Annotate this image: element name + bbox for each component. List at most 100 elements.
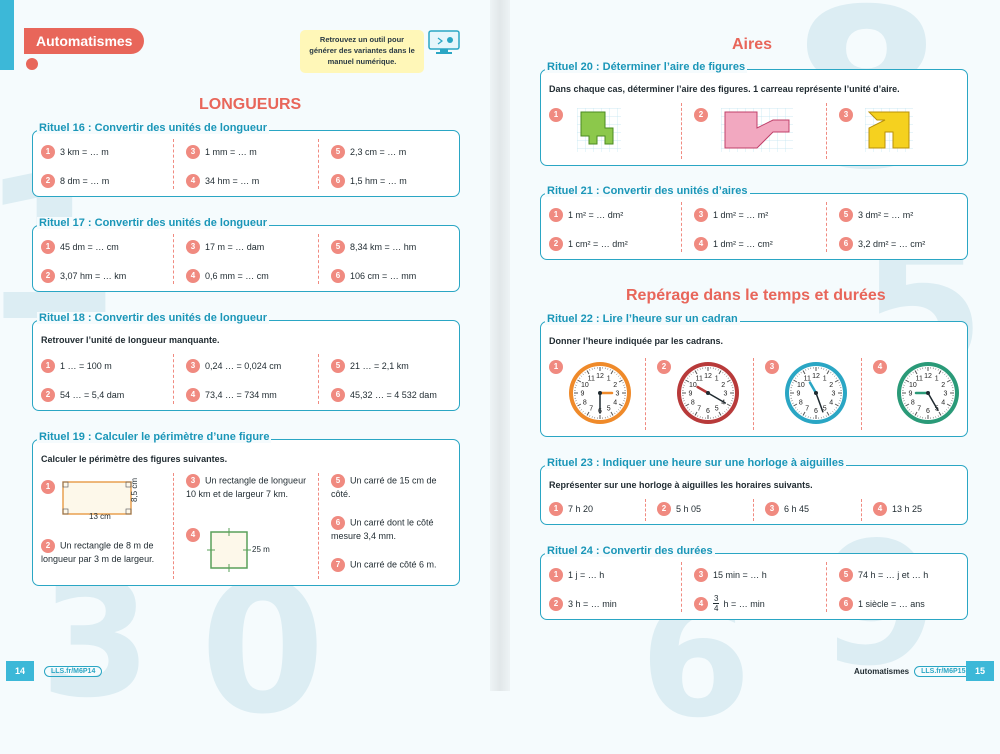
rituel-19: Rituel 19 : Calculer le périmètre d’une … (32, 439, 460, 586)
exercise-item: 3 (765, 360, 784, 374)
section-title-temps: Repérage dans le temps et durées (626, 287, 886, 305)
svg-text:11: 11 (696, 375, 703, 382)
computer-icon[interactable] (428, 30, 460, 56)
rituel-18: Rituel 18 : Convertir des unités de long… (32, 320, 460, 411)
rituel-16: Rituel 16 : Convertir des unités de long… (32, 130, 460, 197)
svg-text:11: 11 (804, 375, 811, 382)
divider (753, 499, 754, 521)
svg-text:8: 8 (799, 399, 803, 406)
divider (173, 473, 174, 579)
page-number-left: 14 (6, 661, 34, 681)
rituel-title: Rituel 22 : Lire l’heure sur un cadran (545, 313, 740, 325)
divider (826, 202, 827, 252)
svg-text:8: 8 (583, 399, 587, 406)
svg-text:8: 8 (911, 399, 915, 406)
svg-text:4: 4 (829, 399, 833, 406)
exercise-item: 2 (694, 108, 713, 122)
fig1-width-label: 13 cm (89, 511, 111, 522)
rituel-22: Rituel 22 : Lire l’heure sur un cadran D… (540, 321, 968, 437)
exercise-item: 4 (186, 528, 205, 542)
svg-text:7: 7 (697, 406, 701, 413)
exercise-item: 1 (549, 108, 568, 122)
svg-text:9: 9 (581, 391, 585, 398)
rituel-title: Rituel 16 : Convertir des unités de long… (37, 122, 269, 134)
footer-left: LLS.fr/M6P14 (44, 666, 102, 677)
divider (173, 139, 174, 189)
divider (753, 358, 754, 430)
svg-text:8: 8 (691, 399, 695, 406)
svg-text:1: 1 (715, 375, 719, 382)
corner-dot (26, 58, 38, 70)
instruction: Dans chaque cas, déterminer l’aire des f… (549, 84, 900, 94)
svg-text:5: 5 (715, 406, 719, 413)
footer-right: Automatismes LLS.fr/M6P15 (854, 666, 972, 677)
svg-text:4: 4 (613, 399, 617, 406)
divider (173, 354, 174, 404)
section-title-longueurs: LONGUEURS (199, 96, 301, 114)
divider (318, 139, 319, 189)
svg-text:10: 10 (797, 382, 805, 389)
svg-text:10: 10 (581, 382, 589, 389)
exercise-item: 4 (873, 360, 892, 374)
divider (318, 354, 319, 404)
svg-text:12: 12 (704, 373, 712, 380)
square-figure (207, 528, 253, 574)
svg-text:6: 6 (814, 408, 818, 415)
svg-text:5: 5 (607, 406, 611, 413)
footer-link-left[interactable]: LLS.fr/M6P14 (44, 666, 102, 677)
svg-text:3: 3 (724, 391, 728, 398)
exercise-item: 4 3 4 h = … min (694, 594, 765, 613)
svg-text:10: 10 (909, 382, 917, 389)
svg-text:9: 9 (689, 391, 693, 398)
area-figure-3 (865, 108, 913, 152)
svg-text:3: 3 (944, 391, 948, 398)
rituel-title: Rituel 23 : Indiquer une heure sur une h… (545, 457, 846, 469)
svg-text:12: 12 (596, 373, 604, 380)
svg-text:7: 7 (917, 406, 921, 413)
svg-text:1: 1 (935, 375, 939, 382)
divider (861, 358, 862, 430)
svg-text:4: 4 (941, 399, 945, 406)
svg-text:1: 1 (607, 375, 611, 382)
footer-link-right[interactable]: LLS.fr/M6P15 (914, 666, 972, 677)
section-title-aires: Aires (732, 36, 772, 54)
svg-text:10: 10 (689, 382, 697, 389)
page-number-right: 15 (966, 661, 994, 681)
digital-note: Retrouvez un outil pour générer des vari… (300, 30, 424, 73)
rituel-title: Rituel 18 : Convertir des unités de long… (37, 312, 269, 324)
divider (681, 202, 682, 252)
page-gutter (490, 0, 510, 691)
svg-text:12: 12 (812, 373, 820, 380)
divider (318, 473, 319, 579)
svg-text:3: 3 (832, 391, 836, 398)
svg-text:7: 7 (589, 406, 593, 413)
divider (173, 234, 174, 284)
svg-text:12: 12 (924, 373, 932, 380)
